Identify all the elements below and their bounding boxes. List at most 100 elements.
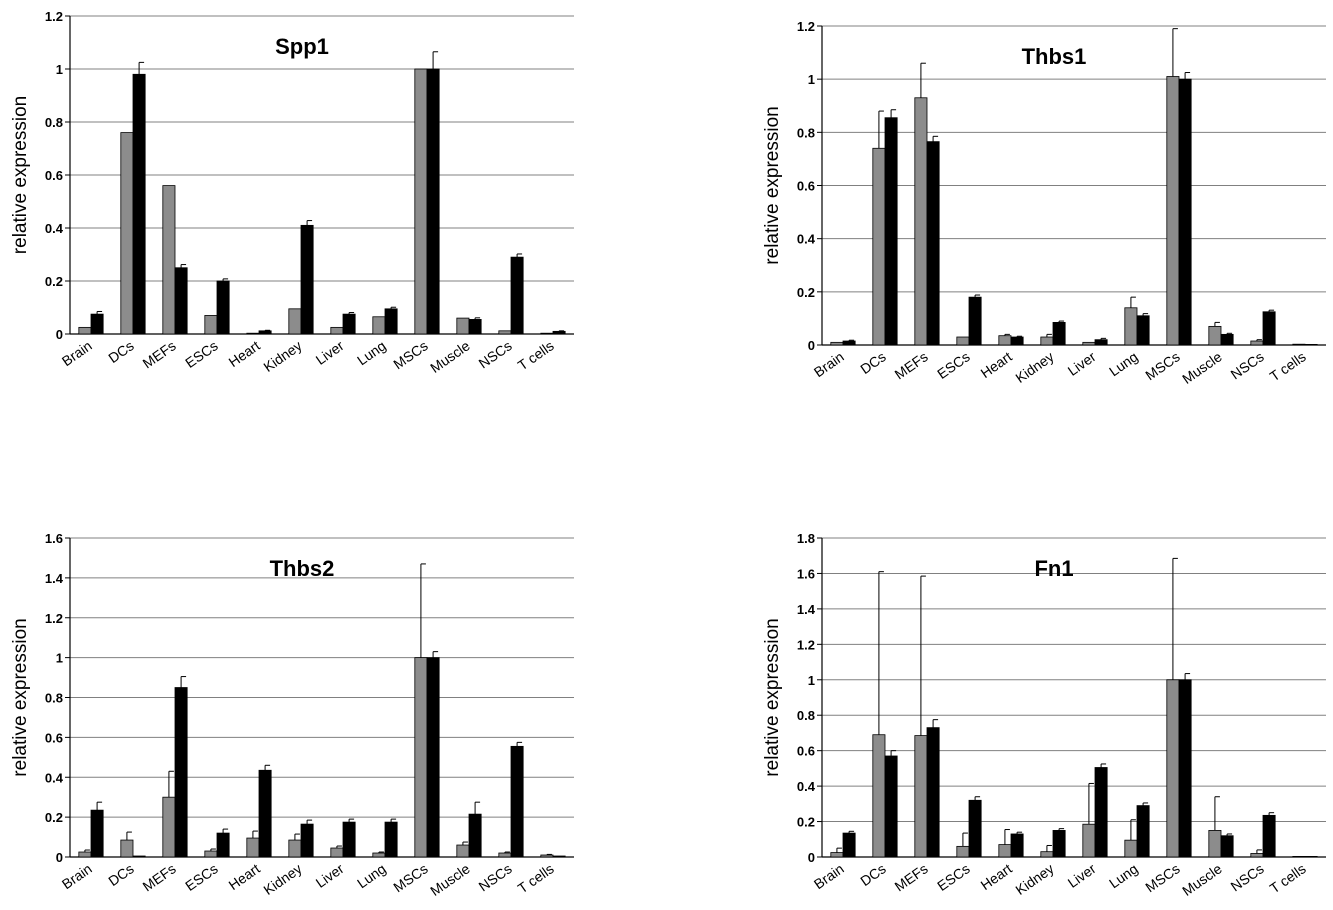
- bar-heart-series-1: [246, 837, 260, 858]
- x-tick-label: DCs: [105, 860, 136, 889]
- chart-title: Thbs2: [270, 556, 335, 581]
- x-tick-label: Liver: [1065, 348, 1099, 379]
- x-tick-label: T cells: [1267, 860, 1309, 896]
- chart-title: Thbs1: [1022, 44, 1087, 69]
- bar-nscs-series-1: [498, 852, 512, 858]
- x-tick-label: Heart: [226, 337, 263, 370]
- x-tick-label: MEFs: [892, 860, 931, 894]
- y-tick-label: 0.8: [45, 691, 63, 706]
- x-tick-label: MEFs: [892, 348, 931, 382]
- bar-escs-series-2: [968, 799, 982, 858]
- chart-title: Fn1: [1034, 556, 1073, 581]
- y-tick-label: 1.2: [45, 9, 63, 24]
- x-tick-label: T cells: [515, 337, 557, 373]
- y-tick-label: 0.6: [45, 730, 63, 745]
- x-tick-label: ESCs: [182, 337, 221, 371]
- bar-dcs-series-1: [872, 147, 886, 346]
- x-tick-label: Liver: [313, 337, 347, 368]
- bar-t-cells-series-1: [540, 332, 554, 335]
- x-tick-label: Kidney: [260, 860, 304, 898]
- y-tick-label: 0.2: [797, 815, 815, 830]
- y-axis-label: relative expression: [10, 96, 31, 254]
- bar-heart-series-2: [258, 330, 272, 335]
- y-tick-label: 1.2: [797, 19, 815, 34]
- x-tick-label: T cells: [1267, 348, 1309, 384]
- x-tick-label: Brain: [59, 860, 95, 892]
- bar-brain-series-2: [90, 313, 104, 335]
- bar-brain-series-1: [830, 852, 844, 858]
- bar-lung-series-1: [372, 316, 386, 335]
- bar-lung-series-2: [384, 308, 398, 335]
- bar-lung-series-1: [372, 852, 386, 858]
- bar-liver-series-2: [1094, 339, 1108, 346]
- x-tick-label: Brain: [59, 337, 95, 369]
- x-tick-label: Muscle: [427, 337, 473, 376]
- chart-panel-thbs2: 0 0.2 0.4 0.6 0.8 1 1.2 1.4 1.6 relative expressi…: [10, 531, 574, 899]
- bar-liver-series-2: [342, 821, 356, 858]
- y-tick-label: 1: [808, 673, 815, 688]
- x-tick-label: Liver: [313, 860, 347, 891]
- x-tick-label: MSCs: [1142, 860, 1182, 895]
- bar-escs-series-2: [216, 832, 230, 858]
- bar-t-cells-series-1: [540, 854, 554, 858]
- bar-escs-series-1: [956, 845, 970, 858]
- bar-muscle-series-2: [468, 813, 482, 858]
- bar-t-cells-series-2: [552, 330, 566, 335]
- x-tick-label: Lung: [354, 337, 389, 368]
- bar-dcs-series-2: [132, 73, 146, 335]
- bar-mscs-series-1: [1166, 679, 1180, 858]
- x-tick-label: Kidney: [260, 337, 304, 375]
- bar-kidney-series-2: [1052, 830, 1066, 858]
- y-tick-label: 1: [808, 72, 815, 87]
- bar-liver-series-1: [1082, 823, 1096, 858]
- y-tick-label: 0.8: [797, 125, 815, 140]
- bar-t-cells-series-1: [1292, 343, 1306, 346]
- chart-title: Spp1: [275, 34, 329, 59]
- bar-kidney-series-2: [300, 224, 314, 335]
- x-tick-label: MSCs: [1142, 348, 1182, 383]
- y-tick-label: 0.4: [45, 221, 64, 236]
- bar-heart-series-2: [258, 769, 272, 858]
- x-tick-label: Liver: [1065, 860, 1099, 891]
- bar-nscs-series-1: [1250, 340, 1264, 346]
- y-tick-label: 1.6: [797, 566, 815, 581]
- bar-mscs-series-2: [1178, 679, 1192, 858]
- y-tick-label: 1: [56, 651, 63, 666]
- y-tick-label: 0.6: [797, 179, 815, 194]
- x-tick-label: Lung: [1106, 348, 1141, 379]
- bar-heart-series-2: [1010, 336, 1024, 346]
- bar-kidney-series-1: [288, 839, 302, 858]
- x-tick-label: MSCs: [390, 860, 430, 895]
- bar-brain-series-1: [78, 851, 92, 858]
- x-tick-label: Heart: [226, 860, 263, 893]
- bar-muscle-series-2: [1220, 835, 1234, 858]
- y-tick-label: 0.8: [797, 708, 815, 723]
- bar-nscs-series-1: [498, 330, 512, 335]
- x-tick-label: MEFs: [140, 337, 179, 371]
- bar-kidney-series-1: [1040, 851, 1054, 858]
- bar-muscle-series-1: [1208, 325, 1222, 346]
- y-tick-label: 0.6: [45, 168, 63, 183]
- bar-mefs-series-2: [174, 267, 188, 335]
- bar-escs-series-2: [968, 296, 982, 346]
- x-tick-label: Heart: [978, 348, 1015, 381]
- bar-liver-series-1: [330, 326, 344, 335]
- y-tick-label: 0.6: [797, 744, 815, 759]
- y-tick-label: 1.4: [45, 571, 64, 586]
- y-tick-label: 0.4: [797, 779, 816, 794]
- y-tick-label: 0: [56, 850, 63, 865]
- bar-brain-series-2: [842, 832, 856, 858]
- x-tick-label: Kidney: [1012, 348, 1056, 386]
- x-tick-label: Brain: [811, 860, 847, 892]
- bar-dcs-series-2: [884, 117, 898, 346]
- x-tick-label: Lung: [1106, 860, 1141, 891]
- bar-mefs-series-2: [926, 727, 940, 858]
- bar-brain-series-1: [830, 341, 844, 346]
- bar-escs-series-1: [204, 315, 218, 335]
- bar-mscs-series-1: [414, 657, 428, 858]
- bar-dcs-series-2: [132, 855, 146, 858]
- bar-nscs-series-2: [510, 256, 524, 335]
- y-tick-label: 0.8: [45, 115, 63, 130]
- bar-mefs-series-1: [162, 796, 176, 858]
